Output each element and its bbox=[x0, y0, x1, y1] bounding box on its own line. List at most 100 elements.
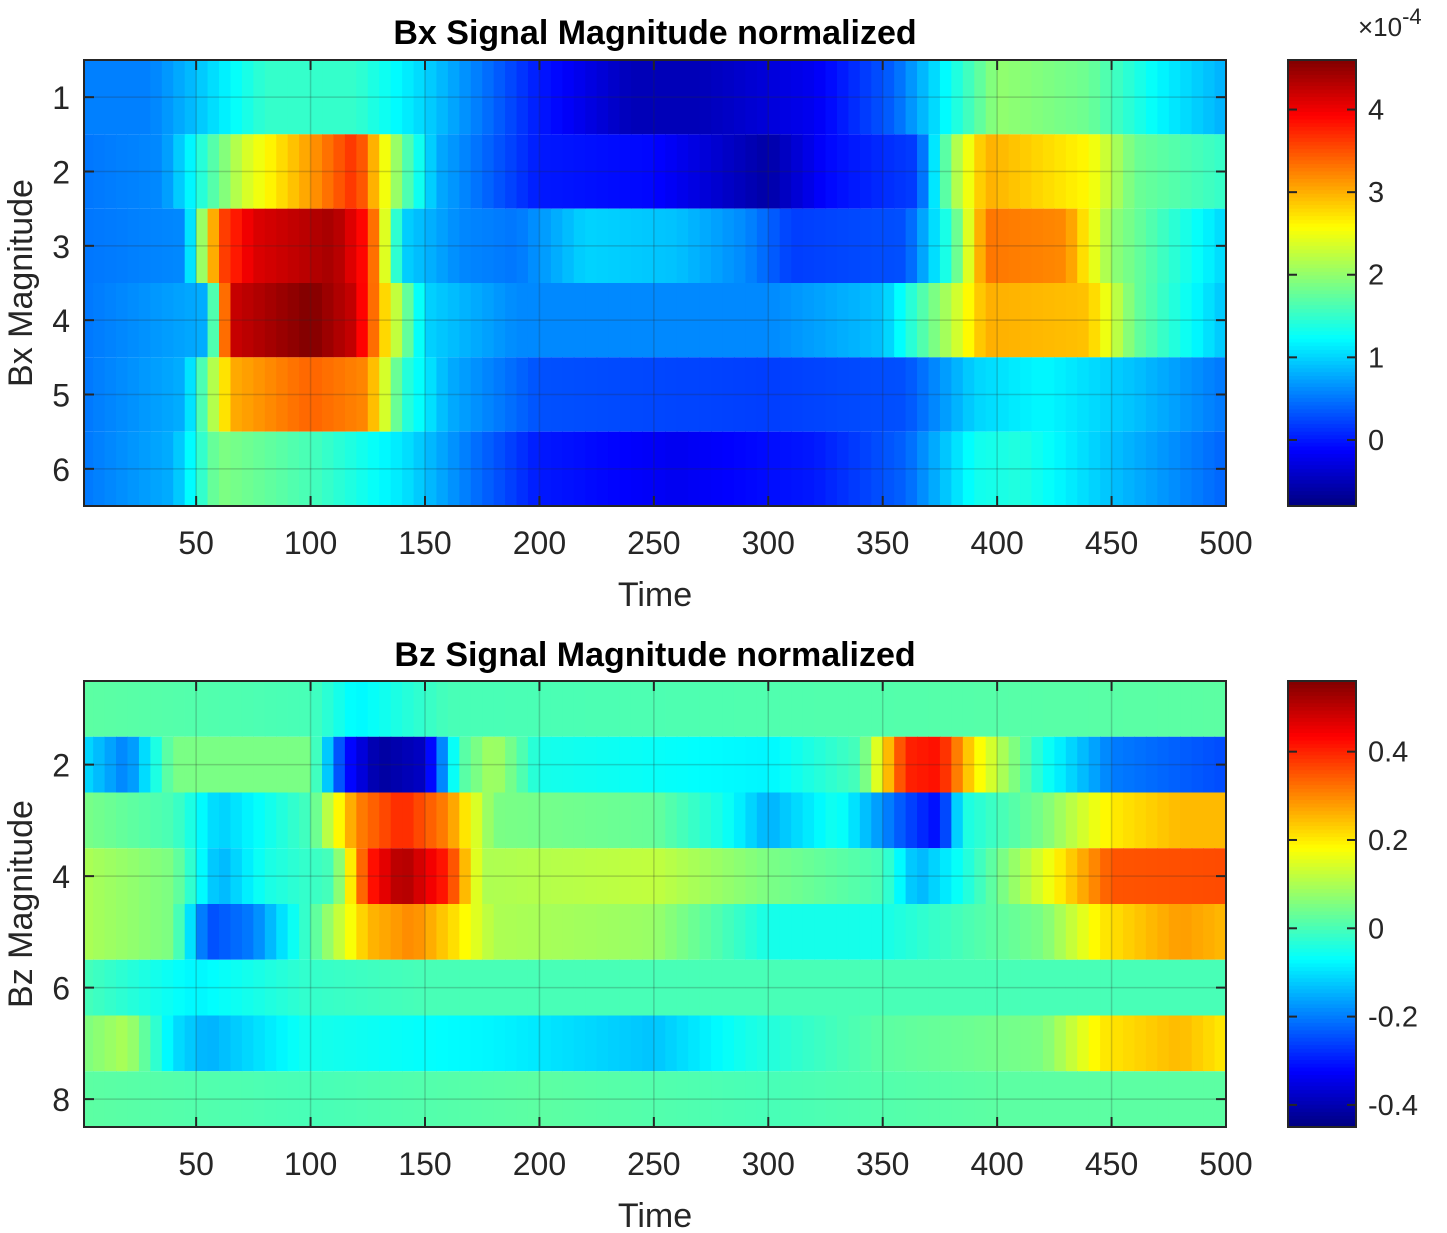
colorbar-segment bbox=[1288, 424, 1356, 429]
heatmap-cell bbox=[1180, 848, 1193, 904]
heatmap-cell bbox=[276, 1071, 289, 1127]
colorbar-segment bbox=[1288, 491, 1356, 496]
heatmap-cell bbox=[276, 283, 289, 358]
heatmap-cell bbox=[1088, 848, 1101, 904]
heatmap-cell bbox=[230, 134, 243, 209]
heatmap-cell bbox=[493, 904, 506, 960]
heatmap-cell bbox=[150, 208, 163, 283]
heatmap-cell bbox=[1042, 736, 1055, 793]
heatmap-cell bbox=[928, 283, 941, 358]
colorbar-segment bbox=[1288, 74, 1356, 80]
heatmap-cell bbox=[722, 357, 735, 432]
heatmap-cell bbox=[161, 208, 174, 283]
heatmap-cell bbox=[322, 431, 335, 506]
heatmap-cell bbox=[791, 848, 804, 904]
heatmap-cell bbox=[745, 134, 758, 209]
heatmap-cell bbox=[344, 848, 357, 904]
heatmap-cell bbox=[127, 60, 140, 135]
heatmap-cell bbox=[344, 1015, 357, 1072]
heatmap-cell bbox=[894, 357, 907, 432]
heatmap-cell bbox=[653, 357, 666, 432]
heatmap-cell bbox=[413, 1015, 426, 1072]
heatmap-cell bbox=[539, 60, 552, 135]
colorbar-segment bbox=[1288, 755, 1356, 760]
heatmap-cell bbox=[928, 60, 941, 135]
heatmap-cell bbox=[905, 792, 918, 849]
heatmap-cell bbox=[1157, 208, 1170, 283]
heatmap-cell bbox=[505, 208, 518, 283]
heatmap-cell bbox=[608, 792, 621, 849]
heatmap-cell bbox=[894, 736, 907, 793]
heatmap-cell bbox=[859, 1071, 872, 1127]
heatmap-cell bbox=[951, 792, 964, 849]
colorbar-segment bbox=[1288, 885, 1356, 890]
heatmap-cell bbox=[505, 283, 518, 358]
colorbar-segment bbox=[1288, 167, 1356, 173]
heatmap-cell bbox=[974, 681, 987, 737]
heatmap-cell bbox=[630, 959, 644, 1016]
heatmap-cell bbox=[161, 431, 174, 506]
heatmap-cell bbox=[711, 792, 724, 849]
heatmap-cell bbox=[894, 60, 907, 135]
heatmap-cell bbox=[333, 848, 346, 904]
heatmap-cell bbox=[665, 431, 678, 506]
heatmap-cell bbox=[711, 1071, 724, 1127]
colorbar-segment bbox=[1288, 1093, 1356, 1098]
colorbar-segment bbox=[1288, 829, 1356, 834]
heatmap-cell bbox=[585, 357, 598, 432]
heatmap-cell bbox=[882, 736, 895, 793]
heatmap-cell bbox=[127, 792, 140, 849]
heatmap-cell bbox=[322, 848, 335, 904]
x-tick-label: 200 bbox=[513, 525, 566, 561]
heatmap-cell bbox=[127, 681, 140, 737]
heatmap-cell bbox=[1042, 681, 1055, 737]
colorbar-segment bbox=[1288, 67, 1356, 72]
colorbar-segment bbox=[1288, 201, 1356, 206]
heatmap-cell bbox=[104, 792, 117, 849]
colorbar-segment bbox=[1288, 922, 1356, 927]
heatmap-cell bbox=[848, 357, 861, 432]
heatmap-cell bbox=[161, 792, 174, 849]
heatmap-cell bbox=[516, 357, 529, 432]
colorbar-segment bbox=[1288, 134, 1356, 139]
heatmap-cell bbox=[253, 736, 266, 793]
heatmap-cell bbox=[219, 1071, 232, 1127]
heatmap-cell bbox=[596, 681, 609, 737]
heatmap-cell bbox=[1203, 283, 1216, 358]
heatmap-cell bbox=[1020, 283, 1033, 358]
heatmap-cell bbox=[745, 1015, 758, 1072]
heatmap-cell bbox=[676, 60, 689, 135]
colorbar-segment bbox=[1288, 141, 1356, 147]
heatmap-cell bbox=[93, 60, 106, 135]
colorbar-segment bbox=[1288, 822, 1356, 827]
heatmap-cell bbox=[333, 431, 346, 506]
heatmap-cell bbox=[116, 283, 129, 358]
heatmap-cell bbox=[1100, 1015, 1113, 1072]
heatmap-cell bbox=[1111, 959, 1124, 1016]
heatmap-cell bbox=[1031, 736, 1044, 793]
heatmap-cell bbox=[1077, 60, 1090, 135]
colorbar-segment bbox=[1288, 859, 1356, 864]
heatmap-cell bbox=[756, 357, 769, 432]
heatmap-cell bbox=[985, 792, 998, 849]
heatmap-cell bbox=[310, 959, 323, 1016]
heatmap-cell bbox=[688, 792, 701, 849]
colorbar-segment bbox=[1288, 956, 1356, 961]
heatmap-cell bbox=[1077, 736, 1090, 793]
heatmap-cell bbox=[1020, 208, 1033, 283]
x-tick-label: 450 bbox=[1085, 525, 1138, 561]
heatmap-cell bbox=[379, 848, 392, 904]
heatmap-cell bbox=[367, 959, 380, 1016]
heatmap-cell bbox=[779, 134, 792, 209]
y-tick-label: 6 bbox=[52, 452, 70, 488]
heatmap-cell bbox=[1157, 904, 1170, 960]
heatmap-cell bbox=[653, 959, 666, 1016]
heatmap-cell bbox=[402, 959, 415, 1016]
heatmap-cell bbox=[447, 1015, 460, 1072]
heatmap-cell bbox=[985, 904, 998, 960]
colorbar-segment bbox=[1288, 915, 1356, 920]
heatmap-cell bbox=[619, 431, 632, 506]
heatmap-cell bbox=[630, 904, 644, 960]
heatmap-cell bbox=[665, 681, 678, 737]
